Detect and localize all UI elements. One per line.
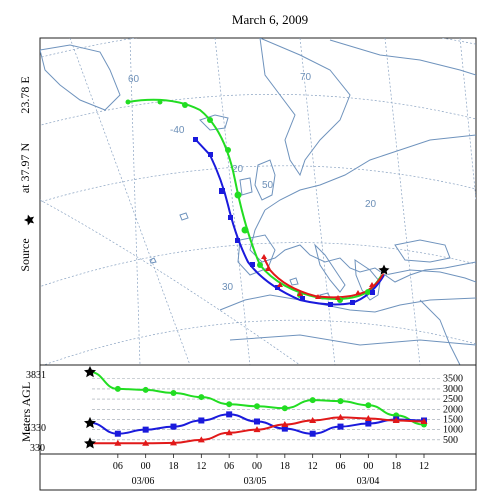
series-point xyxy=(309,397,316,404)
date-labels: 03/06 03/05 03/04 xyxy=(132,476,380,487)
figure-title: March 6, 2009 xyxy=(232,12,308,27)
source-text: Source xyxy=(18,238,32,271)
date-label: 03/06 xyxy=(132,476,155,487)
level-label-3831: 3831 xyxy=(26,370,46,381)
time-axis-frame xyxy=(39,453,477,491)
series-point xyxy=(197,436,205,443)
level-label-330: 330 xyxy=(30,443,45,454)
series-point xyxy=(365,420,372,427)
series-point xyxy=(364,414,372,421)
right-tick-label: 1500 xyxy=(443,414,463,425)
graticule-labels: 60 70 -40 20 50 20 30 xyxy=(128,72,377,293)
series-point xyxy=(365,402,372,409)
graticule-label: 30 xyxy=(222,282,234,293)
series-point xyxy=(226,401,233,408)
series-point xyxy=(309,430,316,437)
level-label-1330: 1330 xyxy=(26,423,46,434)
map-panel: 60 70 -40 20 50 20 30 xyxy=(39,37,477,366)
start-star-icon xyxy=(84,416,96,429)
date-label: 03/05 xyxy=(244,476,267,487)
time-tick-label: 18 xyxy=(280,461,290,472)
graticule-label: 60 xyxy=(128,74,140,85)
series-point xyxy=(170,423,177,430)
series-point xyxy=(420,417,428,424)
series-point xyxy=(392,416,400,423)
series-point xyxy=(170,439,177,446)
series-point xyxy=(226,411,233,418)
time-tick-label: 06 xyxy=(224,461,234,472)
series-point xyxy=(337,398,344,405)
profile-ylabel: Meters AGL xyxy=(19,382,33,442)
time-tick-labels: 06 00 18 12 06 00 18 12 06 00 18 12 xyxy=(113,454,429,472)
start-star-icon xyxy=(84,366,96,378)
time-tick-label: 18 xyxy=(391,461,401,472)
right-tick-label: 3000 xyxy=(443,384,463,395)
series-point xyxy=(281,421,289,428)
time-tick-label: 00 xyxy=(141,461,151,472)
left-level-labels: 3831 1330 330 xyxy=(26,370,46,454)
start-star-icon xyxy=(84,437,96,449)
time-tick-label: 12 xyxy=(419,461,429,472)
map-trajectory-markers xyxy=(125,99,375,307)
right-tick-label: 500 xyxy=(443,435,458,446)
series-point xyxy=(198,417,205,424)
right-tick-label: 1000 xyxy=(443,425,463,436)
time-tick-label: 12 xyxy=(196,461,206,472)
time-tick-label: 12 xyxy=(308,461,318,472)
series-point xyxy=(170,389,177,396)
series-point xyxy=(254,418,260,425)
series-point xyxy=(225,429,233,436)
map-graticule xyxy=(40,38,476,365)
series-point xyxy=(114,439,122,446)
profile-panel: Meters AGL 3831 1330 330 350030002500200… xyxy=(19,364,477,491)
source-lon-text: 23.78 E xyxy=(18,76,32,113)
graticule-label: 70 xyxy=(300,72,312,83)
time-tick-label: 18 xyxy=(169,461,179,472)
series-point xyxy=(142,386,149,393)
series-point xyxy=(309,416,317,423)
series-point xyxy=(254,403,260,410)
time-tick-label: 00 xyxy=(363,461,373,472)
time-tick-label: 00 xyxy=(252,461,262,472)
series-point xyxy=(114,430,121,437)
time-tick-label: 06 xyxy=(113,461,123,472)
graticule-label: 20 xyxy=(232,164,244,175)
series-point xyxy=(142,426,149,433)
source-location-star-icon xyxy=(377,263,391,276)
series-point xyxy=(281,405,288,412)
series-point xyxy=(337,423,344,430)
series-point xyxy=(337,413,344,420)
date-label: 03/04 xyxy=(357,476,380,487)
source-star-icon xyxy=(24,214,35,226)
series-point xyxy=(281,425,288,432)
series-point xyxy=(198,394,205,401)
right-tick-label: 2500 xyxy=(443,394,463,405)
series-point xyxy=(142,439,150,446)
series-point xyxy=(253,426,261,433)
graticule-label: -40 xyxy=(170,125,185,136)
profile-series xyxy=(84,366,428,449)
series-point xyxy=(114,385,121,392)
time-tick-label: 06 xyxy=(336,461,346,472)
map-frame xyxy=(39,37,477,366)
right-tick-label: 3500 xyxy=(443,374,463,385)
graticule-label: 20 xyxy=(365,199,377,210)
source-label: 23.78 E at 37.97 N Source xyxy=(18,76,35,272)
right-tick-label: 2000 xyxy=(443,404,463,415)
source-at-text: at 37.97 N xyxy=(18,143,32,194)
graticule-label: 50 xyxy=(262,180,274,191)
